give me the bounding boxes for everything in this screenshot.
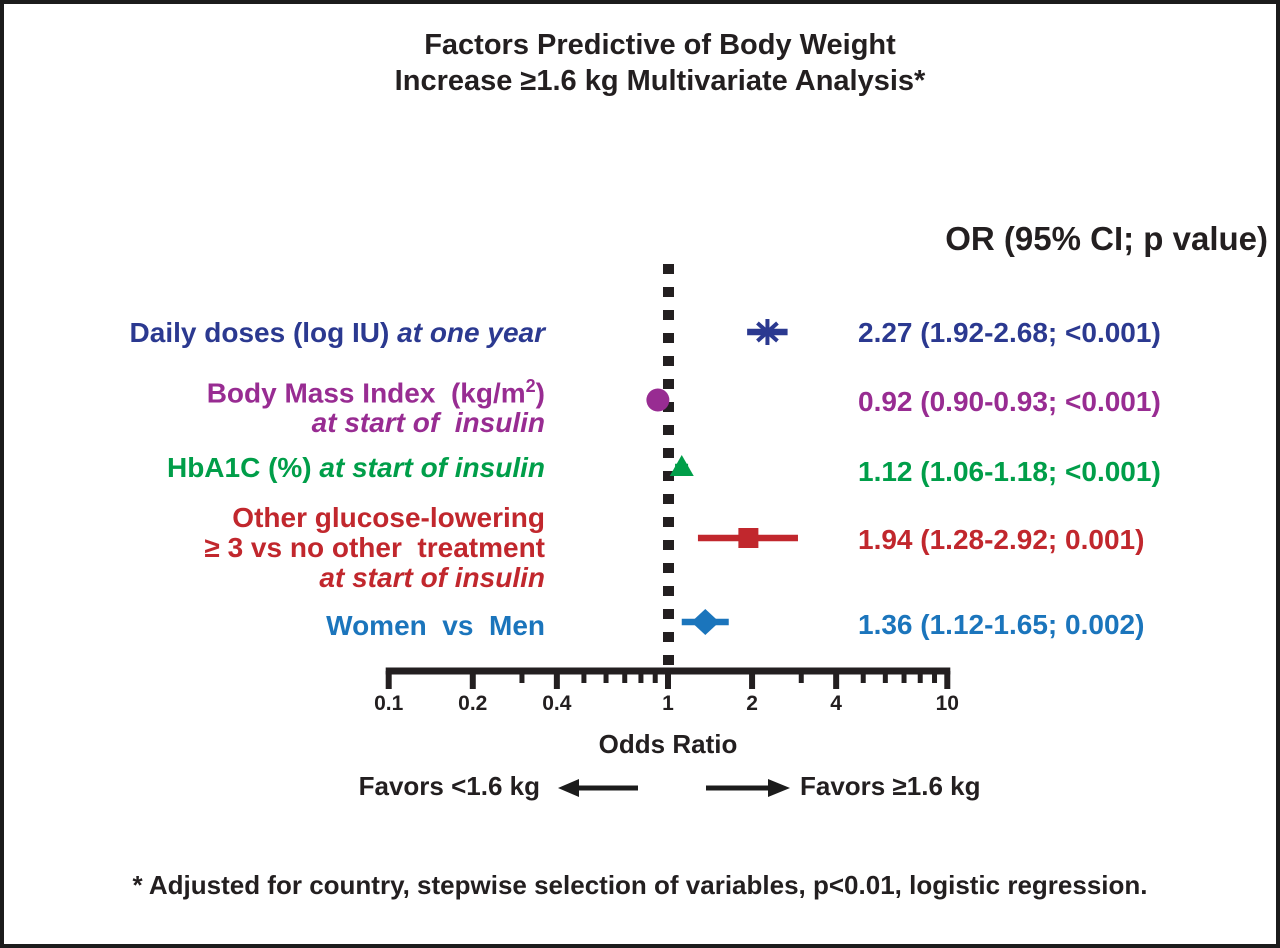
footnote: * Adjusted for country, stepwise selecti… [132, 870, 1148, 900]
row-label: Body Mass Index (kg/m2) at start of insul… [206, 376, 545, 439]
column-header-or: OR (95% CI; p value) [945, 220, 1268, 257]
axis-tick-label: 4 [830, 692, 842, 715]
axis-tick-label: 0.1 [374, 692, 404, 715]
axis-tick-label: 1 [662, 692, 674, 715]
row-or-value: 0.92 (0.90-0.93; <0.001) [858, 386, 1161, 417]
circle-marker [646, 388, 670, 412]
favors-left-label: Favors <1.6 kg [358, 771, 540, 801]
row-label: Other glucose-lowering ≥ 3 vs no other tr… [204, 502, 545, 593]
asterisk-marker [756, 321, 779, 343]
row-label: Daily doses (log IU) at one year [129, 317, 545, 348]
row-or-value: 1.94 (1.28-2.92; 0.001) [858, 524, 1145, 555]
square-marker [738, 528, 759, 548]
row-label: Women vs Men [326, 610, 545, 641]
chart-title-line1: Factors Predictive of Body Weight [424, 29, 896, 61]
axis-tick-label: 0.2 [458, 692, 487, 715]
x-axis-label: Odds Ratio [598, 729, 738, 759]
left-arrow-icon [558, 779, 638, 797]
row-label: HbA1C (%) at start of insulin [166, 452, 545, 483]
right-arrow-icon [706, 779, 790, 797]
chart-title-line2: Increase ≥1.6 kg Multivariate Analysis* [394, 65, 926, 97]
axis-tick-label: 10 [936, 692, 959, 715]
diamond-marker [691, 609, 720, 635]
reference-line-dotted [663, 264, 674, 668]
axis-tick-label: 2 [746, 692, 758, 715]
row-or-value: 1.12 (1.06-1.18; <0.001) [858, 456, 1161, 487]
chart-title: Factors Predictive of Body Weight Increa… [40, 27, 1280, 99]
favors-right-label: Favors ≥1.6 kg [800, 771, 981, 801]
row-or-value: 1.36 (1.12-1.65; 0.002) [858, 609, 1145, 640]
row-or-value: 2.27 (1.92-2.68; <0.001) [858, 317, 1161, 348]
triangle-marker [669, 455, 694, 476]
axis-tick-label: 0.4 [542, 692, 572, 715]
